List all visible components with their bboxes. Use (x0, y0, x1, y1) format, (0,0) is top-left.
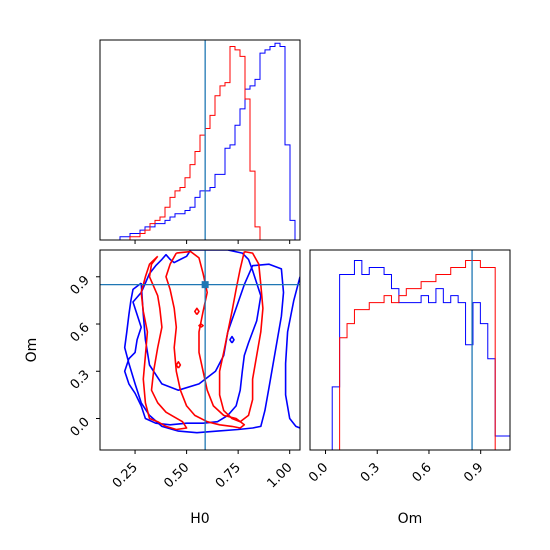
contour-series-1-level-0 (140, 255, 188, 431)
contour-series-0-level-2 (284, 276, 300, 429)
contour-ytick-label-3: 0.9 (68, 273, 93, 298)
om-hist-xtick-label-2: 0.6 (410, 460, 435, 485)
om-histogram-panel: 0.0 0.3 0.6 0.9 (306, 249, 511, 485)
histogram-series-0 (310, 260, 510, 450)
h0-om-contour-panel: 0.25 0.50 0.75 1.00 0.0 0.3 0.6 0.9 (68, 249, 301, 491)
contour-xtick-label-0: 0.25 (110, 460, 141, 491)
om-hist-xtick-label-0: 0.0 (306, 460, 331, 485)
contour-series-0-level-3 (229, 335, 235, 344)
y-axis-label-om: Om (24, 338, 40, 363)
contour-xtick-label-3: 1.00 (264, 460, 295, 491)
contour-xtick-label-1: 0.50 (161, 460, 192, 491)
om-histogram-frame (309, 249, 511, 451)
x-axis-label-h0: H0 (190, 511, 209, 527)
contour-series-1-level-2 (218, 250, 264, 423)
x-axis-label-om: Om (398, 511, 423, 527)
contour-series-1-level-5 (198, 323, 204, 328)
histogram-series-1 (310, 260, 510, 450)
contour-series-0-level-1 (123, 263, 285, 434)
contour-ytick-label-2: 0.6 (68, 320, 93, 345)
contour-series-1-level-4 (175, 360, 182, 369)
h0-histogram-frame (99, 39, 301, 241)
om-hist-xtick-label-1: 0.3 (358, 460, 383, 485)
truth-marker (201, 281, 209, 289)
contour-series-0-level-0 (123, 250, 262, 426)
contour-series-1-level-1 (165, 250, 246, 429)
contour-frame (99, 249, 301, 451)
contour-ytick-label-0: 0.0 (68, 415, 93, 440)
contour-xtick-label-2: 0.75 (213, 460, 244, 491)
contour-series-1-level-3 (194, 307, 200, 316)
histogram-series-1 (100, 46, 300, 240)
om-hist-xtick-label-3: 0.9 (461, 460, 486, 485)
h0-histogram-panel (99, 39, 301, 244)
histogram-series-0 (100, 42, 300, 240)
contour-ytick-label-1: 0.3 (68, 367, 93, 392)
